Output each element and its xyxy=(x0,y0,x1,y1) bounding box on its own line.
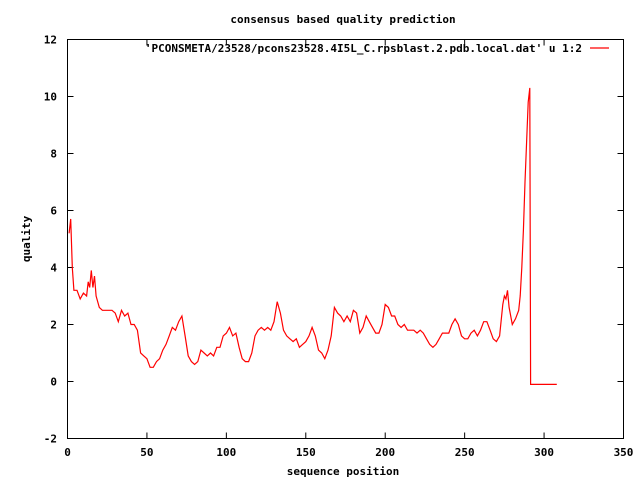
x-tick-label: 350 xyxy=(614,446,634,459)
legend: 'PCONSMETA/23528/pcons23528.4I5L_C.rpsbl… xyxy=(145,42,609,55)
series xyxy=(68,87,557,385)
y-tick-label: 4 xyxy=(50,262,57,275)
x-tick-label: 50 xyxy=(140,446,153,459)
y-tick-label: 6 xyxy=(50,205,57,218)
plot-border xyxy=(67,39,624,439)
x-tick-label: 200 xyxy=(375,446,395,459)
y-tick-label: 0 xyxy=(50,376,57,389)
y-tick-label: 2 xyxy=(50,319,57,332)
legend-label: 'PCONSMETA/23528/pcons23528.4I5L_C.rpsbl… xyxy=(145,42,582,55)
x-tick-label: 0 xyxy=(64,446,71,459)
y-tick-label: -2 xyxy=(44,433,57,446)
y-axis-label: quality xyxy=(20,215,33,262)
y-tick-label: 12 xyxy=(44,34,57,47)
x-tick-label: 300 xyxy=(534,446,554,459)
y-tick-label: 10 xyxy=(44,91,57,104)
y-tick-label: 8 xyxy=(50,148,57,161)
x-tick-label: 100 xyxy=(216,446,236,459)
x-tick-label: 250 xyxy=(455,446,475,459)
x-tick-label: 150 xyxy=(296,446,316,459)
ticks: 0 50 100 150 200 250 300 350 -2 0 2 4 6 8 10 12 xyxy=(44,34,634,460)
chart-title: consensus based quality prediction xyxy=(230,13,455,26)
x-axis-label: sequence position xyxy=(287,465,400,478)
series-line xyxy=(68,87,557,385)
